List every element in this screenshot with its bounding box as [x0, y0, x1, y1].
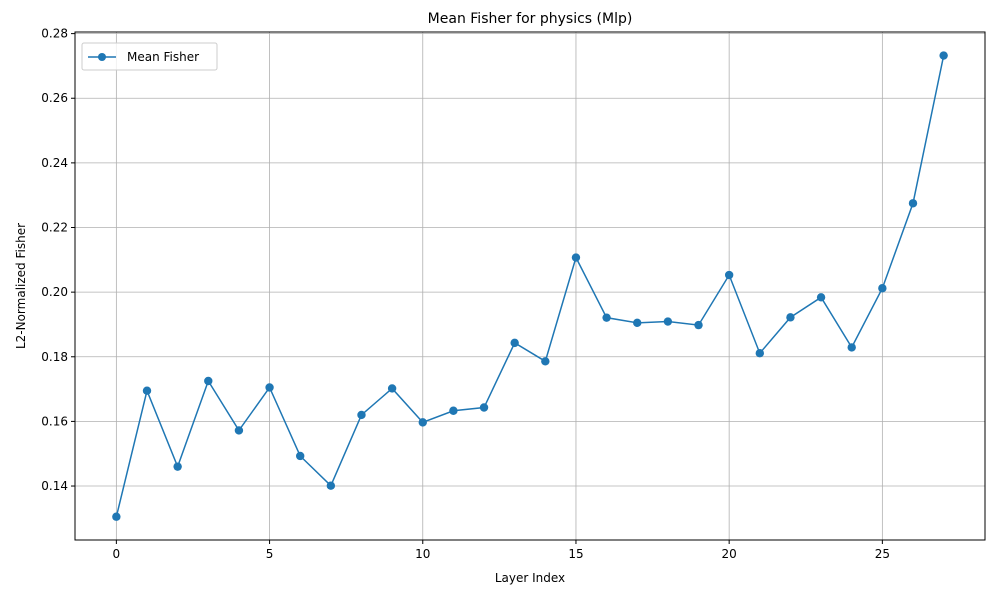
data-point: [878, 284, 887, 293]
x-tick-label: 25: [875, 547, 890, 561]
data-point: [908, 199, 918, 208]
data-point: [204, 376, 213, 386]
y-tick-label: 0.26: [41, 91, 68, 105]
y-tick-label: 0.28: [41, 27, 68, 41]
x-tick-label: 10: [415, 547, 430, 561]
data-point: [265, 383, 274, 392]
y-axis-label: L2-Normalized Fisher: [14, 223, 28, 349]
data-point: [449, 406, 458, 415]
y-tick-label: 0.18: [41, 350, 68, 364]
y-tick-label: 0.14: [41, 479, 68, 493]
legend-box: [81, 42, 218, 71]
series-layer: [112, 51, 948, 521]
data-point: [816, 293, 826, 302]
data-point: [939, 51, 948, 60]
data-point: [847, 343, 856, 352]
data-point: [724, 270, 734, 280]
legend: Mean Fisher: [81, 42, 218, 71]
legend-dot-marker: [98, 53, 106, 61]
plot-frame: [74, 31, 986, 541]
series-line: [115, 55, 945, 517]
y-tick-label: 0.16: [41, 414, 68, 428]
data-point: [418, 418, 427, 427]
data-point: [510, 338, 519, 348]
data-point: [234, 426, 244, 435]
data-point: [571, 253, 581, 262]
data-point: [694, 320, 703, 330]
x-axis-label: Layer Index: [495, 571, 565, 585]
x-tick-label: 15: [568, 547, 583, 561]
data-point: [602, 313, 611, 322]
data-point: [663, 317, 673, 326]
y-tick-label: 0.24: [41, 156, 68, 170]
data-point: [142, 386, 152, 395]
data-point: [112, 512, 121, 521]
data-point: [387, 384, 397, 393]
data-point: [326, 481, 336, 490]
x-tick-label: 0: [113, 547, 121, 561]
data-point: [633, 318, 642, 328]
chart-title: Mean Fisher for physics (Mlp): [428, 11, 633, 27]
data-point: [357, 410, 366, 420]
data-point: [786, 313, 795, 322]
y-axis-ticks: 0.14 0.16 0.18 0.20 0.22 0.24 0.26 0.28: [41, 27, 75, 493]
x-tick-label: 20: [722, 547, 737, 561]
y-tick-label: 0.22: [41, 221, 68, 235]
x-tick-label: 5: [266, 547, 274, 561]
data-point: [173, 462, 182, 471]
data-point: [296, 451, 305, 461]
data-point: [541, 357, 550, 366]
y-tick-label: 0.20: [41, 285, 68, 299]
data-point: [755, 349, 764, 358]
legend-entry-mean-fisher: Mean Fisher: [127, 50, 199, 64]
x-axis-ticks: 0 5 10 15 20 25: [113, 540, 890, 561]
data-point: [479, 403, 489, 412]
